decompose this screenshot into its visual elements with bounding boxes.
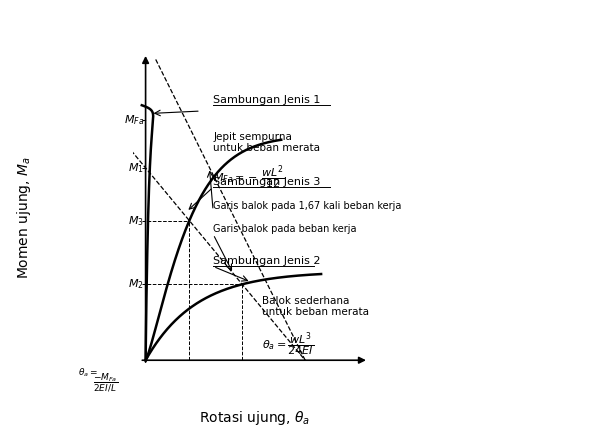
Text: Rotasi ujung, $\theta_a$: Rotasi ujung, $\theta_a$: [199, 409, 310, 427]
Text: $M_1$: $M_1$: [128, 161, 144, 175]
Text: Balok sederhana
untuk beban merata: Balok sederhana untuk beban merata: [262, 296, 369, 317]
Text: $\theta_a =$: $\theta_a =$: [78, 366, 98, 378]
Text: $\theta_a = \dfrac{wL^3}{24EI}$: $\theta_a = \dfrac{wL^3}{24EI}$: [262, 331, 314, 359]
Text: Sambungan Jenis 3: Sambungan Jenis 3: [213, 177, 321, 187]
Text: Momen ujung, $M_a$: Momen ujung, $M_a$: [15, 157, 33, 279]
Text: $\dfrac{-M_{Fa}}{2EI/L}$: $\dfrac{-M_{Fa}}{2EI/L}$: [93, 372, 118, 394]
Text: $M_{Fa}$: $M_{Fa}$: [124, 113, 144, 127]
Text: $M_{Fa} = -\,\dfrac{wL^2}{12}$: $M_{Fa} = -\,\dfrac{wL^2}{12}$: [213, 164, 285, 192]
Text: Garis balok pada beban kerja: Garis balok pada beban kerja: [213, 224, 356, 234]
Text: Sambungan Jenis 1: Sambungan Jenis 1: [213, 95, 321, 105]
Text: $M_3$: $M_3$: [128, 214, 144, 228]
Text: $M_2$: $M_2$: [128, 277, 144, 291]
Text: Sambungan Jenis 2: Sambungan Jenis 2: [213, 256, 321, 266]
Text: Jepit sempurna
untuk beban merata: Jepit sempurna untuk beban merata: [213, 132, 320, 153]
Text: Garis balok pada 1,67 kali beban kerja: Garis balok pada 1,67 kali beban kerja: [213, 201, 401, 211]
